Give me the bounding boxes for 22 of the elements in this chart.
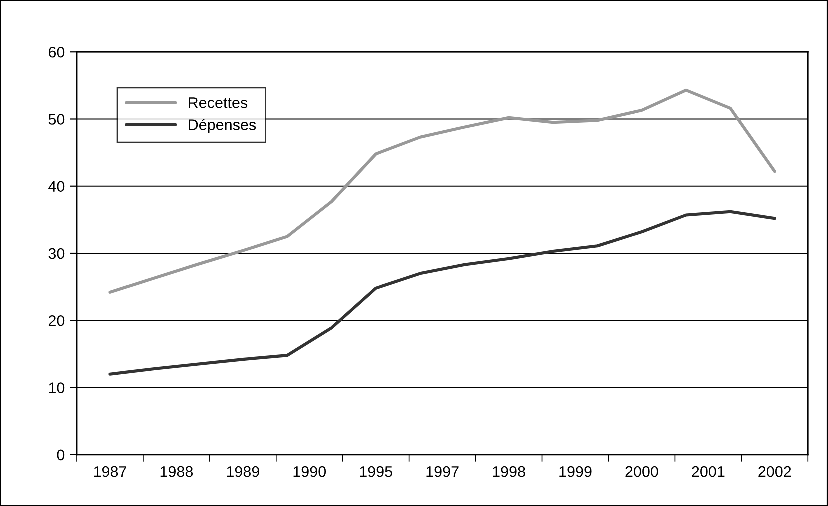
y-tick-label: 60	[48, 46, 65, 58]
x-tick-label: 1987	[94, 466, 126, 478]
x-tick-label: 2002	[758, 466, 792, 478]
x-tick-label: 2000	[626, 466, 658, 478]
x-tick-label: 1997	[426, 466, 459, 478]
y-tick-label: 50	[48, 114, 65, 125]
y-tick-label: 30	[48, 248, 65, 260]
x-tick-label: 2001	[692, 466, 725, 478]
y-tick-label: 40	[48, 181, 65, 192]
y-tick-label: 0	[57, 450, 65, 461]
y-tick-label: 20	[48, 316, 65, 326]
x-tick-label: 1989	[227, 466, 260, 478]
x-tick-label: 1990	[294, 466, 326, 478]
x-tick-label: 1999	[560, 466, 592, 478]
x-tick-label: 1995	[360, 466, 392, 478]
x-tick-label: 1988	[160, 466, 194, 478]
legend-label: Recettes	[189, 98, 248, 108]
line-series	[108, 88, 776, 294]
x-tick-label: 1998	[493, 466, 526, 478]
legend-label: Dépenses	[189, 119, 256, 134]
y-tick-label: 10	[49, 382, 65, 394]
line-series	[108, 210, 776, 376]
